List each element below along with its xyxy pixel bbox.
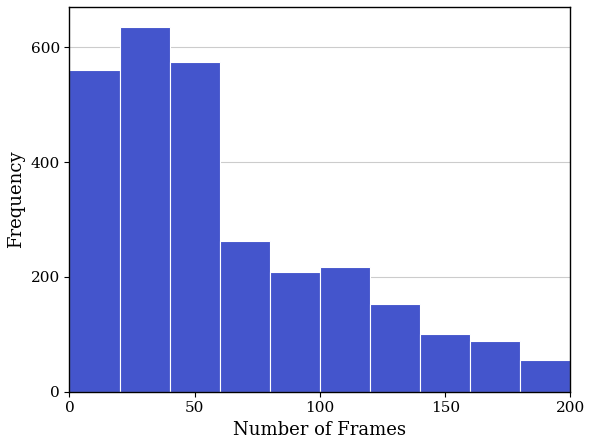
Bar <box>520 360 571 392</box>
Y-axis label: Frequency: Frequency <box>7 151 25 248</box>
Bar <box>470 341 520 392</box>
Bar <box>220 241 270 392</box>
Bar <box>270 273 320 392</box>
Bar <box>170 62 220 392</box>
X-axis label: Number of Frames: Number of Frames <box>233 421 407 439</box>
Bar <box>120 27 170 392</box>
Bar <box>320 267 370 392</box>
Bar <box>420 334 470 392</box>
Bar <box>370 305 420 392</box>
Bar <box>69 70 120 392</box>
